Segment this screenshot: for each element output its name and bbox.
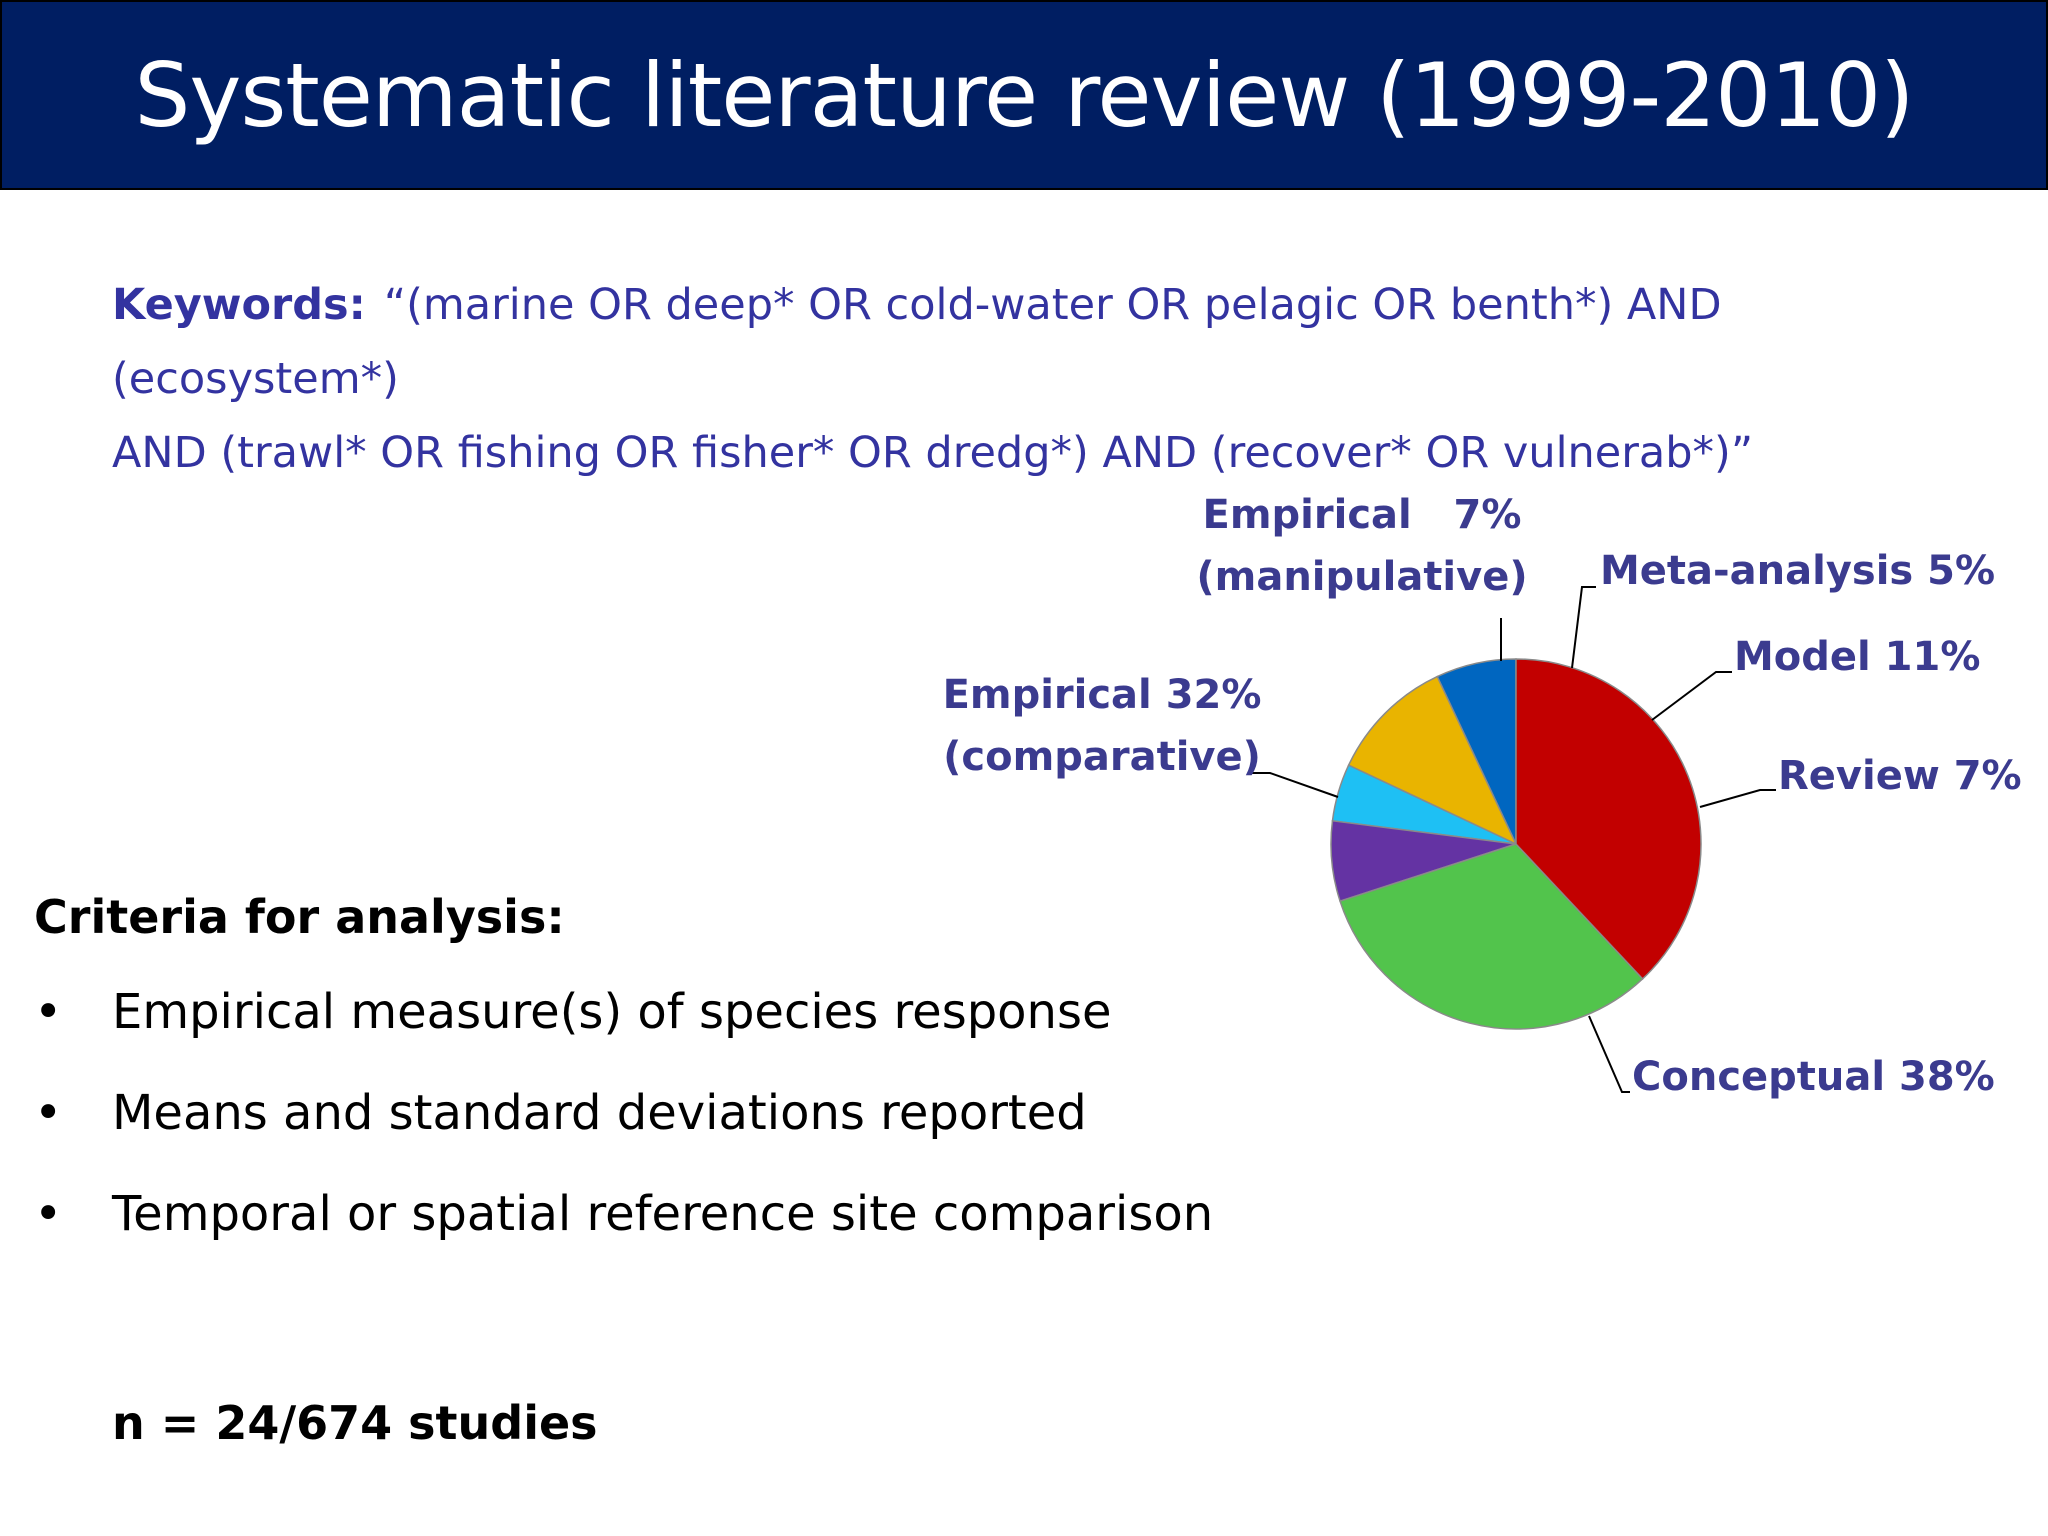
slice-label-line: (comparative) xyxy=(943,734,1261,780)
slice-label-line: Empirical 32% xyxy=(943,672,1262,718)
pie-slice-conceptual xyxy=(1515,658,1702,980)
slice-label-line: Conceptual 38% xyxy=(1632,1054,1995,1100)
criteria-item-text: Empirical measure(s) of species response xyxy=(112,984,1112,1040)
title-bar: Systematic literature review (1999-2010) xyxy=(0,0,2048,190)
criteria-item-text: Means and standard deviations reported xyxy=(112,1085,1087,1141)
slice-label: Model 11% xyxy=(1734,634,1980,680)
slice-label-line: (manipulative) xyxy=(1196,554,1527,600)
pie-slice-model xyxy=(1347,675,1518,846)
slice-label: Meta-analysis 5% xyxy=(1600,548,1995,594)
bullet: • xyxy=(34,984,63,1040)
keywords-block: Keywords: “(marine OR deep* OR cold-water… xyxy=(112,268,1992,490)
keywords-line-2: AND (trawl* OR fishing OR fisher* OR dre… xyxy=(112,428,1754,478)
slice-label: Conceptual 38% xyxy=(1632,1054,1995,1100)
slice-label: Review 7% xyxy=(1778,753,2022,799)
pie-labels: Review 7% Model 11% Meta-analysis 5% Empiri… xyxy=(943,492,2022,1100)
criteria-item: • Empirical measure(s) of species respon… xyxy=(34,984,1213,1085)
bullet: • xyxy=(34,1186,63,1242)
slice-label-line: Model 11% xyxy=(1734,634,1980,680)
slice-label-line: Meta-analysis 5% xyxy=(1600,548,1995,594)
n-studies: n = 24/674 studies xyxy=(112,1396,598,1450)
leader-line xyxy=(1699,789,1776,808)
keywords-line-1: Keywords: “(marine OR deep* OR cold-water… xyxy=(112,268,1992,416)
slice-label-line: Empirical 7% xyxy=(1203,492,1522,538)
slice-label: Empirical 7% (manipulative) xyxy=(1196,492,1527,600)
criteria-item: • Temporal or spatial reference site com… xyxy=(34,1186,1213,1287)
criteria-item: • Means and standard deviations reported xyxy=(34,1085,1213,1186)
bullet: • xyxy=(34,1085,63,1141)
leader-line xyxy=(1571,586,1596,669)
slide-title: Systematic literature review (1999-2010) xyxy=(134,43,1915,147)
leader-line xyxy=(1651,671,1732,721)
leader-line xyxy=(1252,772,1339,798)
slice-label-line: Review 7% xyxy=(1778,753,2022,799)
pie-slice-empirical-comparative xyxy=(1339,843,1644,1030)
leader-line xyxy=(1588,1015,1630,1093)
criteria-list: • Empirical measure(s) of species respon… xyxy=(34,984,1213,1287)
criteria-heading: Criteria for analysis: xyxy=(34,890,565,944)
keywords-text-1: “(marine OR deep* OR cold-water OR pelag… xyxy=(112,280,1722,404)
criteria-item-text: Temporal or spatial reference site compa… xyxy=(112,1186,1214,1242)
pie-leader-lines xyxy=(1252,586,1776,1093)
keywords-label: Keywords: xyxy=(112,280,366,330)
slice-label: Empirical 32% (comparative) xyxy=(943,672,1262,780)
pie-slices xyxy=(1330,658,1702,1030)
